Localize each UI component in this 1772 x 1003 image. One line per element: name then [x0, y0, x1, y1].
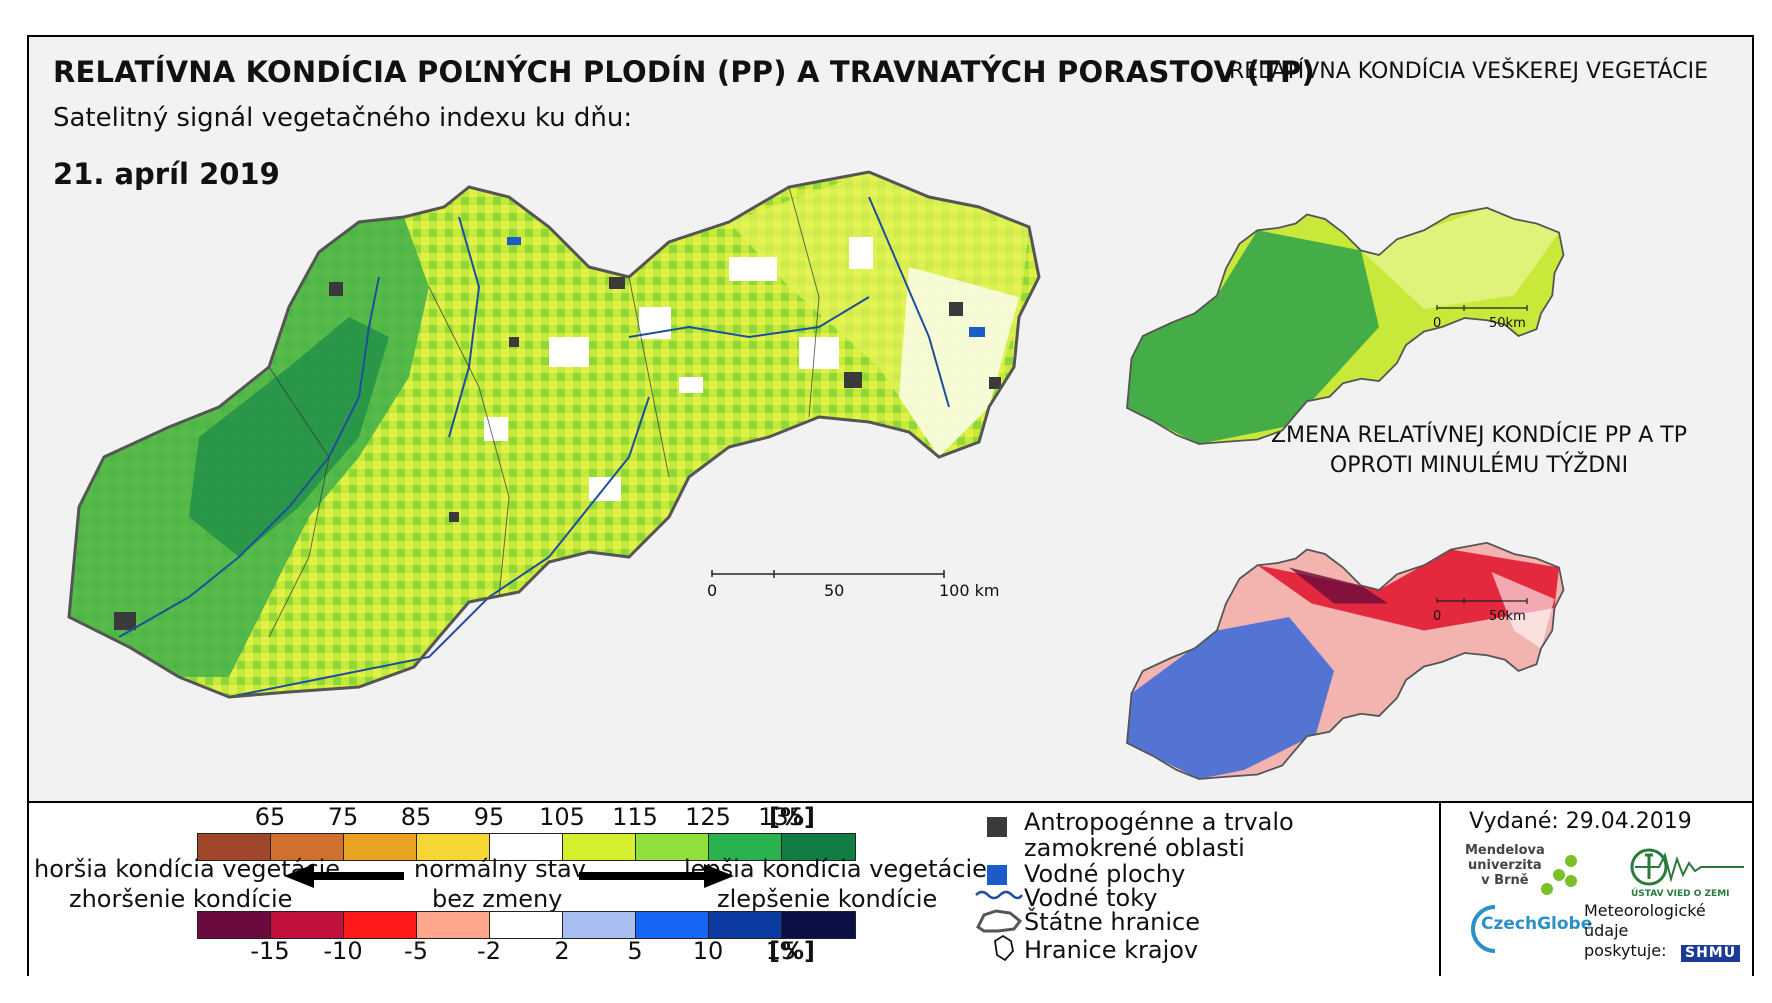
- small-scale-bar-bottom: 0 50km: [1433, 598, 1528, 624]
- change-swatch-8: [782, 912, 855, 938]
- condition-tick-label: 125: [685, 803, 731, 831]
- better-condition-label: lepšia kondícia vegetácie: [684, 855, 987, 883]
- change-swatch-7: [709, 912, 782, 938]
- issued-date: Vydané: 29.04.2019: [1469, 809, 1692, 834]
- czechglobe-logo-icon: [1471, 905, 1496, 953]
- main-condition-map: 0 50 100 km 0 50km: [67, 170, 1565, 780]
- condition-swatch-1: [271, 834, 344, 860]
- condition-tick-label: 75: [327, 803, 359, 831]
- change-swatch-3: [417, 912, 490, 938]
- change-tick-label: -15: [250, 937, 290, 965]
- main-title: RELATÍVNA KONDÍCIA POĽNÝCH PLODÍN (PP) A…: [53, 55, 1315, 89]
- no-change-label: bez zmeny: [432, 885, 563, 913]
- condition-swatch-2: [344, 834, 417, 860]
- scale-label-0: 0: [707, 581, 717, 600]
- svg-text:50km: 50km: [1489, 609, 1526, 624]
- condition-swatch-0: [198, 834, 271, 860]
- condition-tick-label: 85: [400, 803, 432, 831]
- legend-panel: 65 75 85 95 105 115 125 135 [%] horšia kondícia…: [29, 801, 1752, 976]
- right-arrow-icon: [579, 864, 734, 888]
- condition-color-ramp: [197, 833, 856, 861]
- small-scale-bar-top: 0 50km: [1433, 305, 1528, 331]
- change-swatch-2: [344, 912, 417, 938]
- condition-swatch-7: [709, 834, 782, 860]
- river-icon: [975, 890, 1024, 900]
- condition-tick-label: 135: [758, 803, 804, 831]
- condition-raster: [69, 172, 1039, 697]
- condition-swatch-4: [490, 834, 563, 860]
- change-tick-label: 5: [627, 937, 643, 965]
- state-border-icon: [976, 909, 1023, 933]
- change-tick-label: -2: [477, 937, 501, 965]
- mendel-logo-icon: [1541, 855, 1577, 895]
- change-tick-label: -5: [404, 937, 428, 965]
- right-title: RELATÍVNA KONDÍCIA VEŠKEREJ VEGETÁCIE: [1229, 59, 1709, 84]
- ustav-logo-text: ÚSTAV VIED O ZEMI: [1631, 889, 1730, 899]
- change-swatch-1: [271, 912, 344, 938]
- rivers-label: Vodné toky: [1024, 884, 1158, 912]
- shmu-logo: SHMÚ: [1681, 945, 1741, 962]
- map-frame: RELATÍVNA KONDÍCIA POĽNÝCH PLODÍN (PP) A…: [27, 35, 1754, 976]
- anthropogenic-label: Antropogénne a trvalo zamokrené oblasti: [1024, 808, 1294, 862]
- svg-text:50km: 50km: [1489, 316, 1526, 331]
- arrows: [284, 864, 734, 888]
- left-arrow-icon: [284, 864, 404, 888]
- ustav-logo-icon: [1630, 848, 1744, 886]
- state-border-label: Štátne hranice: [1024, 908, 1200, 936]
- condition-swatch-6: [636, 834, 709, 860]
- normal-state-label: normálny stav: [414, 855, 586, 883]
- change-unit: [%]: [769, 937, 815, 965]
- water-areas-label: Vodné plochy: [1024, 860, 1186, 888]
- svg-text:0: 0: [1433, 316, 1441, 331]
- date-label: 21. apríl 2019: [53, 157, 280, 191]
- anthropogenic-swatch: [987, 817, 1007, 837]
- change-tick-label: -10: [323, 937, 363, 965]
- condition-tick-label: 115: [612, 803, 658, 831]
- mendel-logo-text: Mendelova univerzita v Brně: [1465, 843, 1545, 888]
- condition-swatch-3: [417, 834, 490, 860]
- better-change-label: zlepšenie kondície: [717, 885, 938, 913]
- region-borders: [268, 186, 820, 638]
- weekly-change-map: [1126, 541, 1565, 780]
- condition-swatch-8: [782, 834, 855, 860]
- change-map-title: ZMENA RELATÍVNEJ KONDÍCIE PP A TP OPROTI…: [1270, 423, 1687, 478]
- change-swatch-5: [563, 912, 636, 938]
- czechglobe-logo-text: CzechGlobe: [1481, 914, 1593, 934]
- scale-label-50: 50: [824, 581, 844, 600]
- river-network: [118, 196, 950, 698]
- scale-label-100: 100 km: [939, 581, 999, 600]
- condition-tick-label: 65: [254, 803, 286, 831]
- condition-tick-label: 105: [539, 803, 585, 831]
- region-border-label: Hranice krajov: [1024, 936, 1199, 964]
- main-scale-bar: 0 50 100 km: [707, 570, 999, 600]
- change-tick-label: 2: [554, 937, 570, 965]
- condition-tick-label: 95: [473, 803, 505, 831]
- total-vegetation-map: [1126, 206, 1565, 445]
- worse-change-label: zhoršenie kondície: [69, 885, 293, 913]
- meteo-credit: Meteorologické údaje poskytuje:: [1584, 901, 1706, 960]
- change-swatch-4: [490, 912, 563, 938]
- change-tick-label: 15: [765, 937, 797, 965]
- water-area-swatch: [987, 865, 1007, 885]
- legend-divider: [1439, 803, 1441, 976]
- svg-text:0: 0: [1433, 609, 1441, 624]
- change-swatch-0: [198, 912, 271, 938]
- subtitle: Satelitný signál vegetačného indexu ku d…: [53, 103, 633, 133]
- condition-unit: [%]: [769, 803, 815, 831]
- change-swatch-6: [636, 912, 709, 938]
- condition-swatch-5: [563, 834, 636, 860]
- region-border-icon: [994, 934, 1014, 962]
- worse-condition-label: horšia kondícia vegetácie: [34, 855, 341, 883]
- change-tick-label: 10: [692, 937, 724, 965]
- maps-area: RELATÍVNA KONDÍCIA POĽNÝCH PLODÍN (PP) A…: [29, 37, 1752, 801]
- change-color-ramp: [197, 911, 856, 939]
